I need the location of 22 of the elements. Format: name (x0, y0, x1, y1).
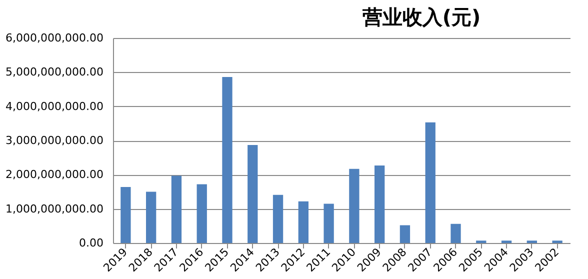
y-tick-label: 6,000,000,000.00 (6, 32, 104, 44)
y-tick-label: 3,000,000,000.00 (6, 134, 104, 147)
chart-title: 营业收入(元) (361, 5, 481, 29)
bar (272, 194, 284, 243)
bar (248, 144, 258, 243)
bar (298, 201, 308, 243)
bar (450, 224, 461, 243)
bar (400, 225, 410, 243)
bar (120, 186, 131, 243)
bar (324, 204, 334, 243)
y-tick-label: 1,000,000,000.00 (6, 202, 104, 216)
bar (222, 76, 232, 243)
y-tick-label: 0.00 (79, 236, 104, 250)
bar (349, 168, 360, 243)
y-tick-label: 5,000,000,000.00 (6, 66, 104, 79)
bar (374, 165, 385, 243)
bar (171, 176, 182, 243)
bar (146, 192, 156, 243)
bar (425, 122, 436, 243)
y-tick-label: 4,000,000,000.00 (6, 100, 104, 113)
bar (196, 184, 207, 243)
y-tick-label: 2,000,000,000.00 (6, 168, 104, 182)
